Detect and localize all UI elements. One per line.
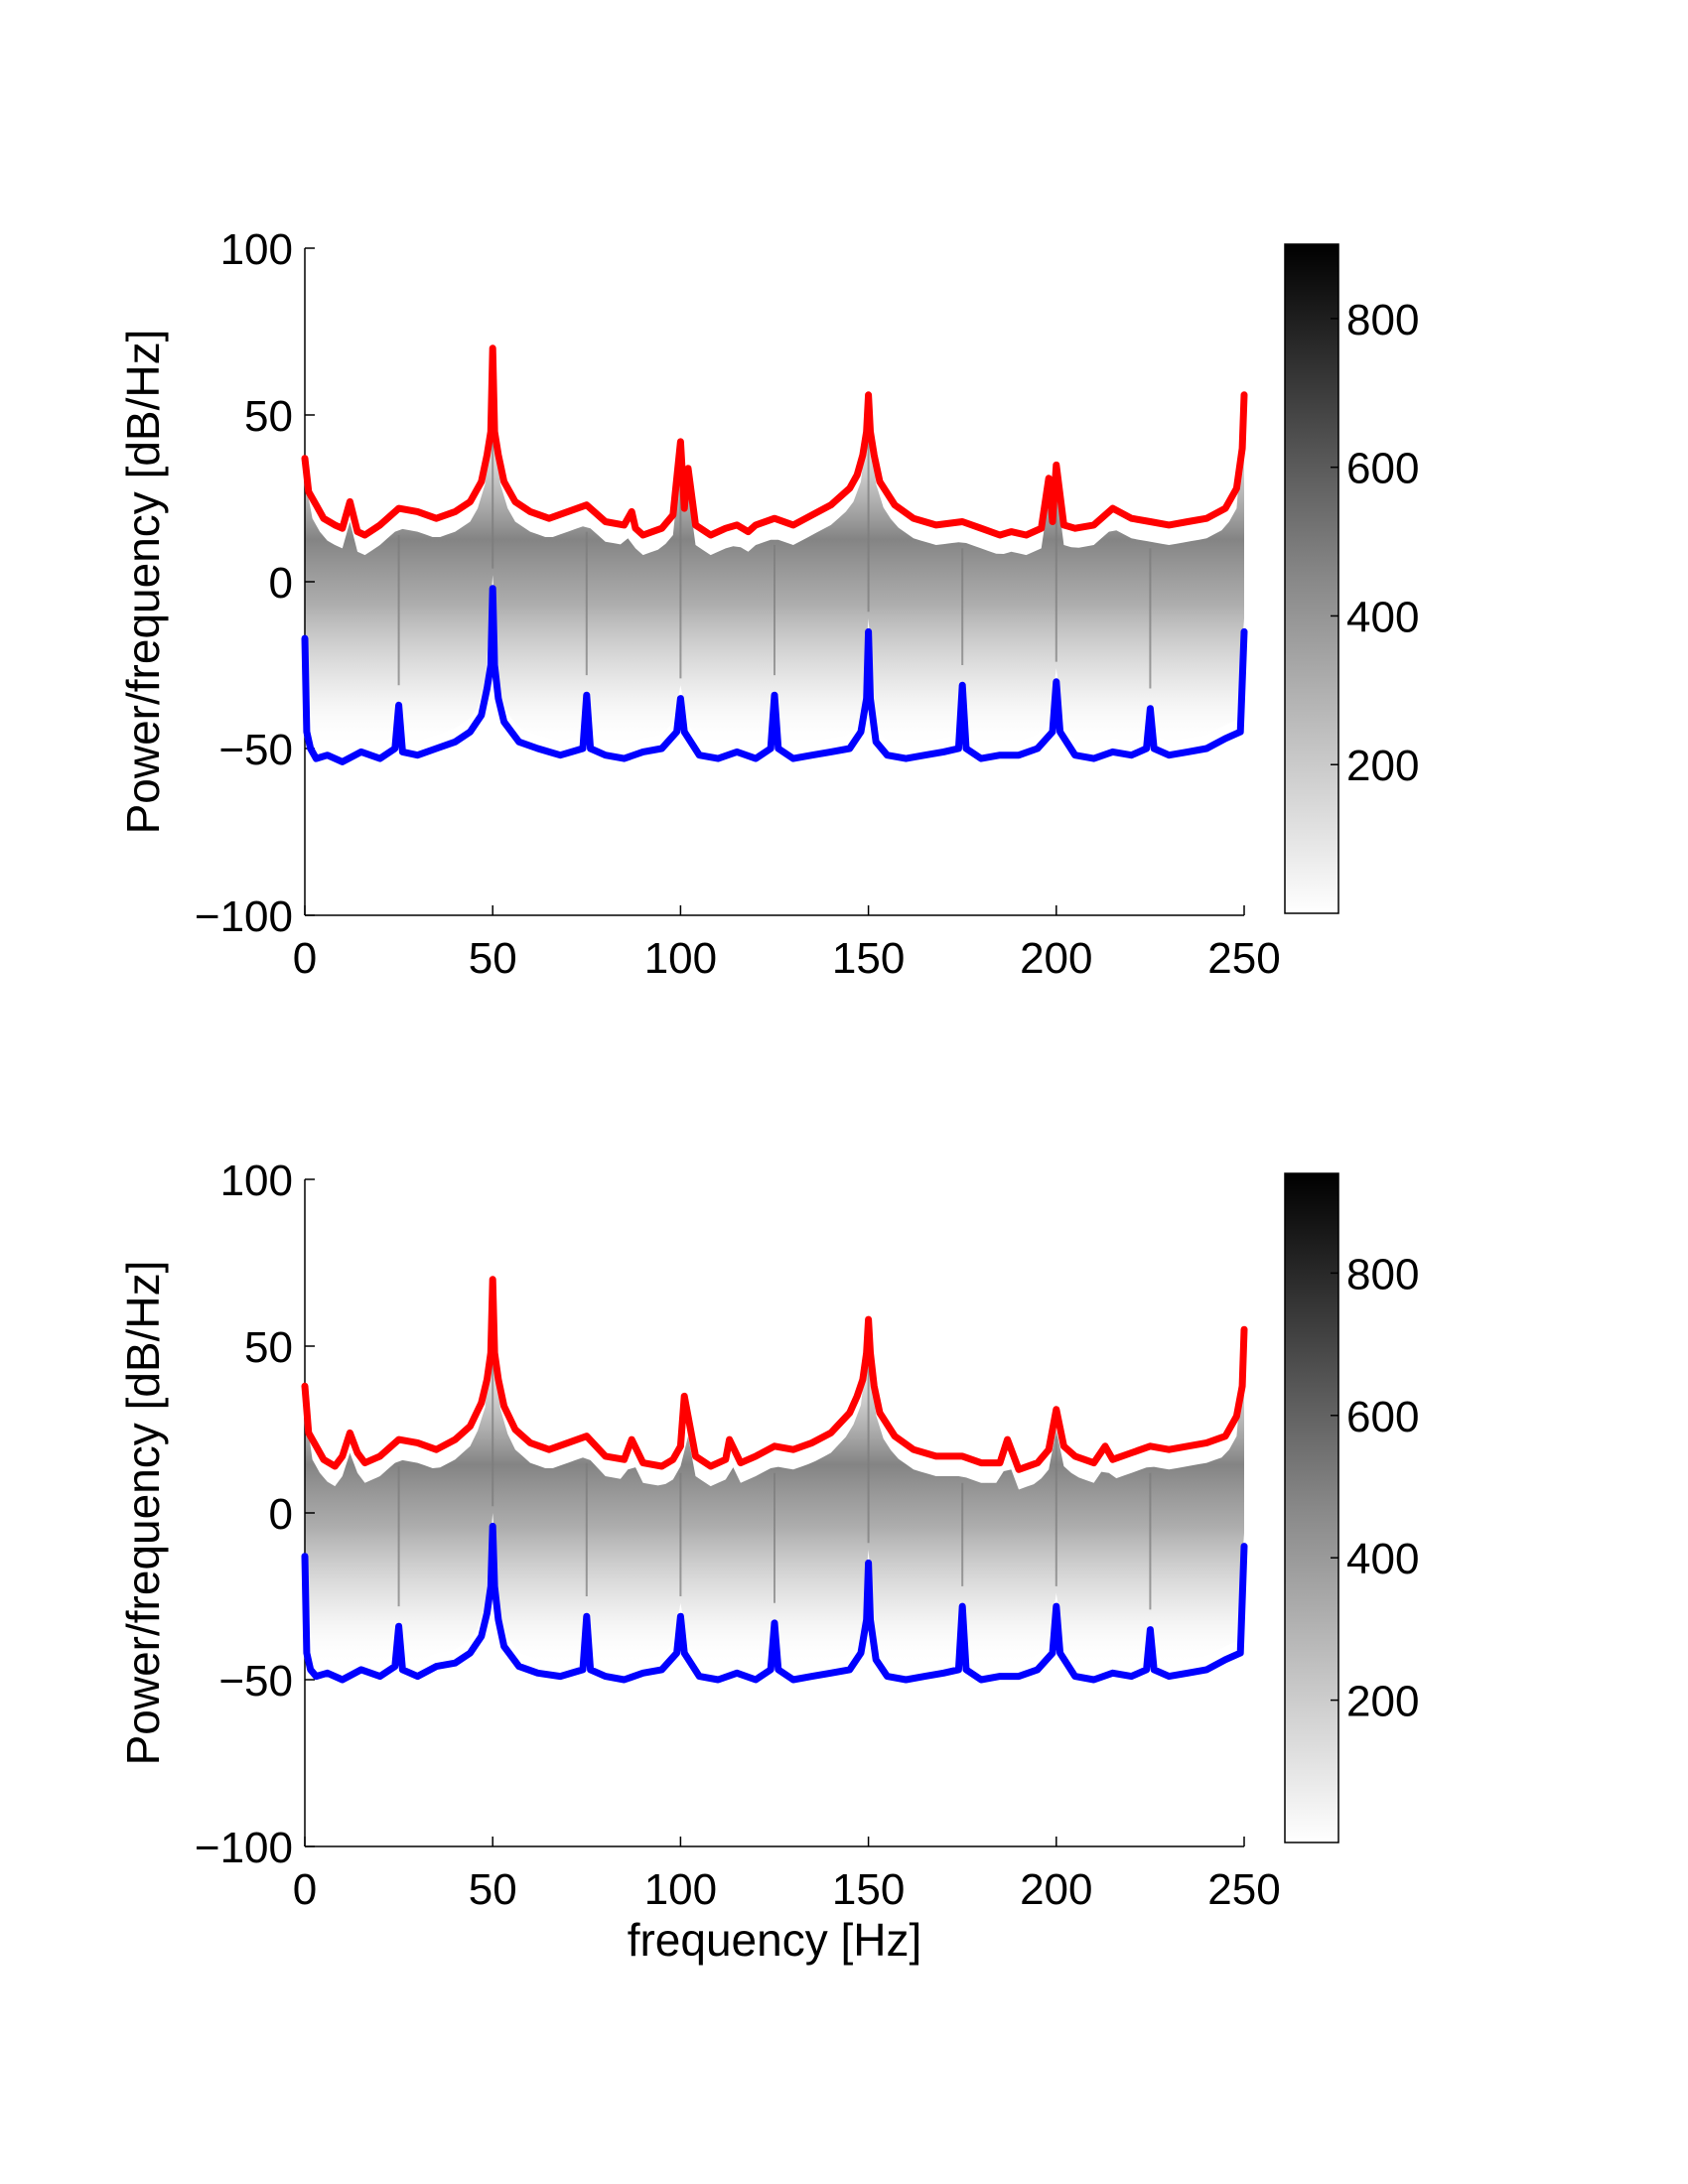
density-spike-lines bbox=[397, 1305, 1152, 1610]
x-tick-label: 150 bbox=[832, 934, 905, 983]
y-tick-label: −50 bbox=[218, 1657, 293, 1706]
series-group bbox=[301, 1276, 1248, 1684]
y-axis-title: Power/frequency [dB/Hz] bbox=[117, 330, 169, 835]
colorbar-gradient bbox=[1284, 243, 1339, 914]
x-tick-label: 150 bbox=[832, 1865, 905, 1914]
x-tick-label: 0 bbox=[293, 1865, 317, 1914]
y-tick-label: 50 bbox=[244, 1323, 293, 1372]
colorbar-ticks bbox=[1331, 1272, 1338, 1702]
series-line-min bbox=[301, 1522, 1248, 1684]
y-tick-label: −50 bbox=[218, 726, 293, 774]
axis-ticks bbox=[304, 1178, 1245, 1847]
colorbar-tick-label: 400 bbox=[1346, 1535, 1419, 1583]
y-tick-label: −100 bbox=[195, 892, 293, 941]
x-axis-title: frequency [Hz] bbox=[628, 1914, 922, 1966]
series-line-max bbox=[301, 1276, 1248, 1473]
colorbar-ticks bbox=[1331, 318, 1338, 765]
colorbar: 200 400 600 800 bbox=[1284, 1172, 1419, 1843]
x-tick-label: 0 bbox=[293, 934, 317, 983]
y-tick-label: 100 bbox=[220, 225, 293, 274]
y-axis-title: Power/frequency [dB/Hz] bbox=[117, 1261, 169, 1766]
colorbar-tick-label: 800 bbox=[1346, 1250, 1419, 1298]
series-line-max bbox=[301, 344, 1248, 539]
y-tick-label: 0 bbox=[269, 1490, 293, 1539]
colorbar-gradient bbox=[1284, 1172, 1339, 1843]
x-tick-label: 200 bbox=[1020, 1865, 1092, 1914]
density-spike-lines bbox=[397, 374, 1152, 689]
colorbar-tick-label: 600 bbox=[1346, 445, 1419, 493]
colorbar-tick-label: 600 bbox=[1346, 1393, 1419, 1441]
x-tick-label: 100 bbox=[644, 934, 717, 983]
x-tick-label: 250 bbox=[1207, 934, 1280, 983]
top-psd-panel: 0 50 100 150 200 250 −100 −50 0 50 100 P… bbox=[117, 225, 1419, 983]
colorbar: 200 400 600 800 bbox=[1284, 243, 1419, 914]
x-tick-label: 100 bbox=[644, 1865, 717, 1914]
x-tick-label: 250 bbox=[1207, 1865, 1280, 1914]
colorbar-tick-label: 200 bbox=[1346, 1678, 1419, 1726]
y-tick-label: −100 bbox=[195, 1824, 293, 1872]
x-tick-label: 50 bbox=[469, 934, 517, 983]
x-tick-label: 50 bbox=[469, 1865, 517, 1914]
y-tick-label: 50 bbox=[244, 392, 293, 441]
y-tick-label: 100 bbox=[220, 1157, 293, 1205]
colorbar-tick-label: 200 bbox=[1346, 742, 1419, 790]
colorbar-tick-label: 800 bbox=[1346, 296, 1419, 344]
y-tick-label: 0 bbox=[269, 559, 293, 608]
bottom-psd-panel: 0 50 100 150 200 250 −100 −50 0 50 100 P… bbox=[117, 1157, 1419, 1966]
x-tick-label: 200 bbox=[1020, 934, 1092, 983]
series-line-min bbox=[301, 585, 1248, 765]
colorbar-tick-label: 400 bbox=[1346, 593, 1419, 641]
series-group bbox=[301, 344, 1248, 765]
